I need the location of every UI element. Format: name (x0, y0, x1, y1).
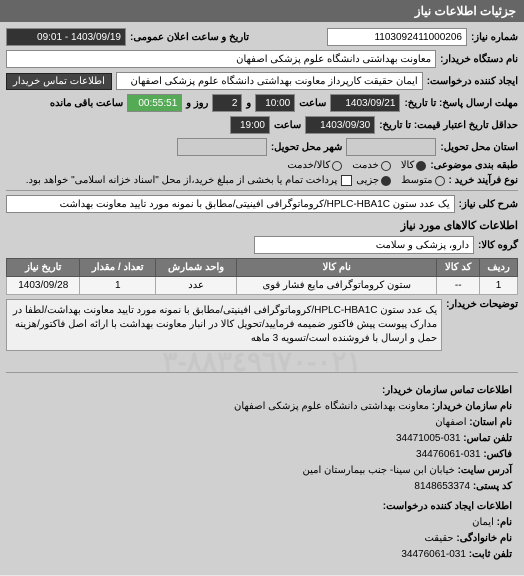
phone-value: 031-34476061 (401, 549, 466, 560)
validity-time-field: 19:00 (230, 116, 270, 134)
time-label-2: ساعت (274, 120, 301, 131)
days-field: 2 (212, 94, 242, 112)
req-no-label: شماره نیاز: (471, 32, 518, 43)
remain-time-field: 00:55:51 (127, 94, 182, 112)
tel-value: 031-34471005 (396, 433, 461, 444)
panel-header: جزئیات اطلاعات نیاز (0, 0, 524, 22)
radio-avg[interactable]: متوسط (401, 175, 444, 186)
surname-label: نام خانوادگی: (456, 533, 512, 544)
table-row: 1 -- ستون کروماتوگرافی مایع فشار قوی عدد… (7, 277, 518, 295)
radio-kala[interactable]: کالا (401, 160, 427, 171)
validity-label: حداقل تاریخ اعتبار قیمت: تا تاریخ: (379, 120, 518, 131)
cell-name: ستون کروماتوگرافی مایع فشار قوی (237, 277, 437, 295)
name-label: نام: (497, 517, 512, 528)
items-section-title: اطلاعات کالاهای مورد نیاز (6, 219, 518, 232)
org-label: نام سازمان خریدار: (432, 401, 512, 412)
time-label-1: ساعت (299, 98, 326, 109)
col-name: نام کالا (237, 259, 437, 277)
deadline-label: مهلت ارسال پاسخ: تا تاریخ: (404, 98, 518, 109)
radio-dot-icon (381, 161, 391, 171)
col-code: کد کالا (437, 259, 480, 277)
org-value: معاونت بهداشتی دانشگاه علوم پزشکی اصفهان (234, 401, 429, 412)
payment-checkbox[interactable] (341, 175, 352, 186)
col-row: ردیف (480, 259, 518, 277)
radio-dot-icon (416, 161, 426, 171)
buyer-name-label: نام دستگاه خریدار: (440, 54, 518, 65)
payment-note: پرداخت تمام یا بخشی از مبلغ خرید،از محل … (26, 175, 338, 186)
addr-label: آدرس سایت: (458, 465, 512, 476)
watermark-text: ٠٢١-٨٨٣٤٩٦٧٠-٣ (6, 345, 518, 378)
req-no-field: 1103092411000206 (327, 28, 467, 46)
radio-dot-icon (435, 176, 445, 186)
cell-unit: عدد (156, 277, 237, 295)
validity-date-field: 1403/09/30 (305, 116, 375, 134)
surname-value: حقیقت (424, 533, 453, 544)
state-field (346, 138, 436, 156)
contact-buyer-button[interactable]: اطلاعات تماس خریدار (6, 73, 112, 90)
pub-datetime-label: تاریخ و ساعت اعلان عمومی: (130, 32, 249, 43)
radio-dot-icon (381, 176, 391, 186)
buyer-note-label: توضیحات خریدار: (446, 299, 518, 310)
general-desc-field: یک عدد ستون HPLC-HBA1C/کروماتوگرافی افین… (6, 195, 455, 213)
days-label: روز و (186, 98, 208, 109)
process-label: نوع فرآیند خرید : (449, 175, 518, 186)
col-date: تاریخ نیاز (7, 259, 80, 277)
phone-label: تلفن ثابت: (469, 549, 512, 560)
fax-value: 031-34476061 (416, 449, 481, 460)
col-qty: تعداد / مقدار (80, 259, 156, 277)
process-radio-group: متوسط جزیی (356, 175, 444, 186)
radio-partial[interactable]: جزیی (356, 175, 391, 186)
deadline-time-field: 10:00 (255, 94, 295, 112)
creator-title: اطلاعات ایجاد کننده درخواست: (12, 499, 512, 515)
city-field (177, 138, 267, 156)
province-label: نام استان: (469, 417, 512, 428)
postal-value: 8148653374 (414, 481, 470, 492)
postal-label: کد پستی: (473, 481, 512, 492)
category-radio-group: کالا خدمت کالا/خدمت (287, 160, 426, 171)
state-label: استان محل تحویل: (440, 142, 518, 153)
items-table: ردیف کد کالا نام کالا واحد شمارش تعداد /… (6, 258, 518, 295)
addr-value: خیابان ابن سینا- جنب بیمارستان امین (303, 465, 455, 476)
pub-datetime-field: 1403/09/19 - 09:01 (6, 28, 126, 46)
group-label: گروه کالا: (478, 240, 518, 251)
city-label: شهر محل تحویل: (271, 142, 343, 153)
name-value: ایمان (472, 517, 494, 528)
creator-label: ایجاد کننده درخواست: (427, 76, 518, 87)
group-field: دارو، پزشکی و سلامت (254, 236, 474, 254)
panel-title: جزئیات اطلاعات نیاز (415, 4, 516, 18)
cell-date: 1403/09/28 (7, 277, 80, 295)
deadline-date-field: 1403/09/21 (330, 94, 400, 112)
cell-code: -- (437, 277, 480, 295)
radio-khadmat[interactable]: خدمت (352, 160, 391, 171)
radio-kalakhadmat[interactable]: کالا/خدمت (287, 160, 342, 171)
contact-section: اطلاعات تماس سازمان خریدار: نام سازمان خ… (6, 377, 518, 569)
col-unit: واحد شمارش (156, 259, 237, 277)
cell-qty: 1 (80, 277, 156, 295)
remain-label: ساعت باقی مانده (50, 98, 123, 109)
contact-title: اطلاعات تماس سازمان خریدار: (12, 383, 512, 399)
fax-label: فاکس: (483, 449, 512, 460)
and-label: و (246, 98, 251, 109)
table-header-row: ردیف کد کالا نام کالا واحد شمارش تعداد /… (7, 259, 518, 277)
buyer-note-box: یک عدد ستون HPLC-HBA1C/کروماتوگرافی افین… (6, 299, 442, 351)
general-desc-label: شرح کلی نیاز: (459, 199, 518, 210)
cell-row: 1 (480, 277, 518, 295)
tel-label: تلفن تماس: (463, 433, 512, 444)
category-label: طبقه بندی موضوعی: (430, 160, 518, 171)
main-panel: شماره نیاز: 1103092411000206 تاریخ و ساع… (0, 22, 524, 575)
radio-dot-icon (332, 161, 342, 171)
province-value: اصفهان (435, 417, 466, 428)
creator-field: ایمان حقیقت کارپرداز معاونت بهداشتی دانش… (116, 72, 423, 90)
buyer-name-field: معاونت بهداشتی دانشگاه علوم پزشکی اصفهان (6, 50, 436, 68)
